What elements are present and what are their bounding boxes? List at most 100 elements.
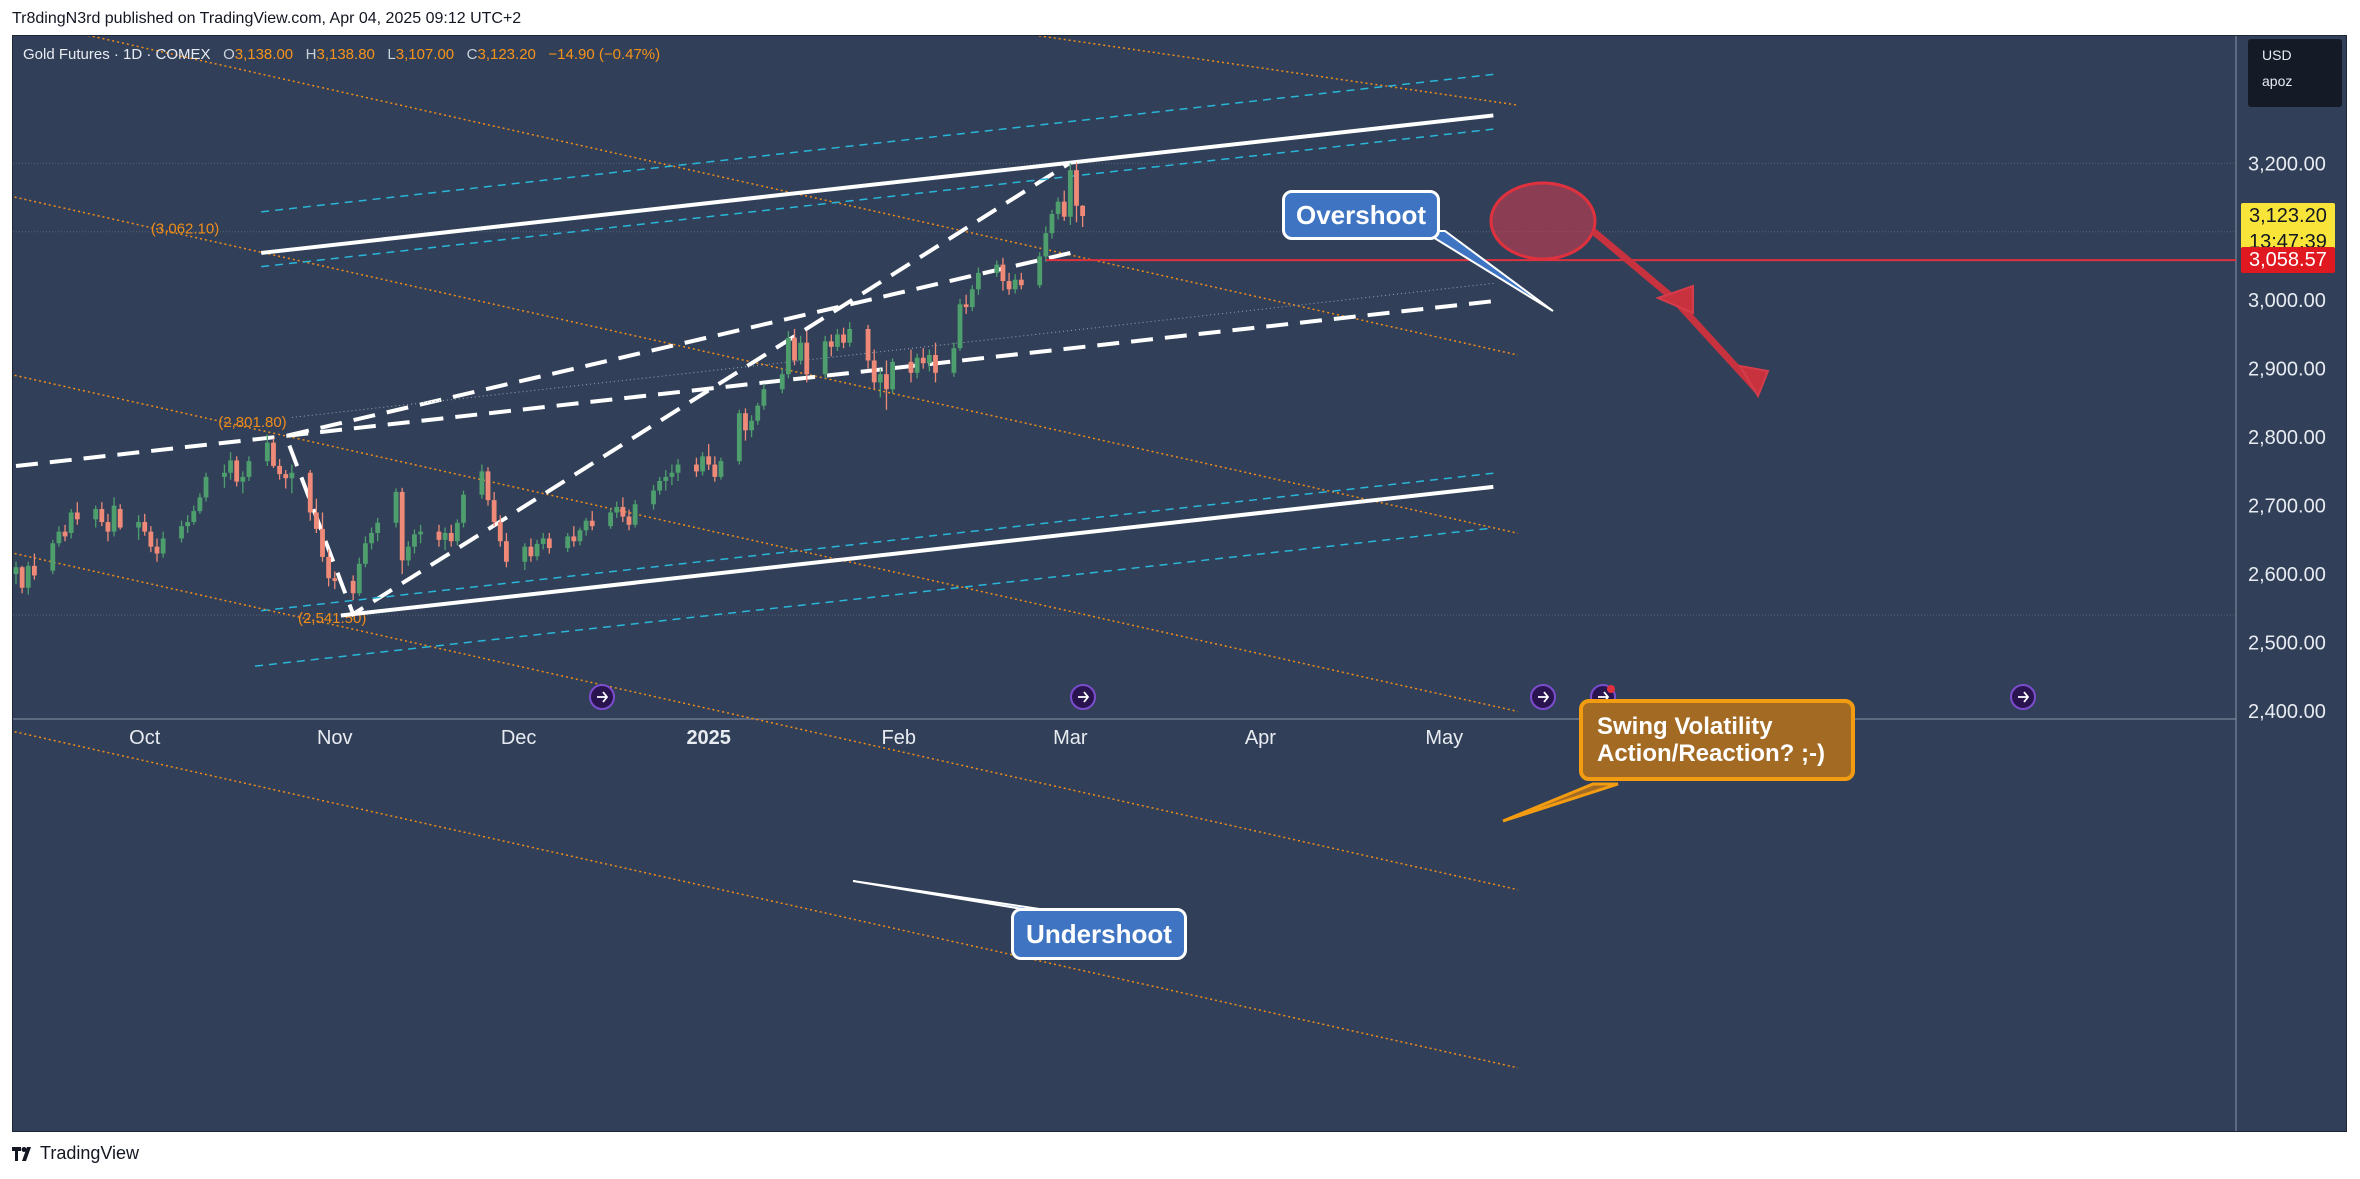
candle-body[interactable] <box>614 506 620 513</box>
price-chart[interactable]: (3,322.40)(3,062.10)(2,801.80)(2,541.50)… <box>13 36 2346 1131</box>
chart-panel[interactable]: (3,322.40)(3,062.10)(2,801.80)(2,541.50)… <box>12 35 2347 1132</box>
candle-body[interactable] <box>1018 279 1024 286</box>
candle-body[interactable] <box>148 531 154 547</box>
candle-body[interactable] <box>694 464 699 472</box>
candle-body[interactable] <box>1000 264 1006 282</box>
candle-body[interactable] <box>454 522 460 542</box>
candle-body[interactable] <box>1067 170 1073 217</box>
candle-body[interactable] <box>534 543 540 557</box>
candle-body[interactable] <box>779 374 785 390</box>
candle-body[interactable] <box>19 567 25 588</box>
candle-body[interactable] <box>25 565 31 588</box>
candle-body[interactable] <box>957 304 963 349</box>
candle-body[interactable] <box>111 505 117 532</box>
candle-body[interactable] <box>497 522 503 542</box>
candle-body[interactable] <box>56 531 62 544</box>
candle-body[interactable] <box>13 567 19 575</box>
candle-body[interactable] <box>320 528 325 557</box>
candle-body[interactable] <box>589 520 595 527</box>
candle-body[interactable] <box>197 497 203 512</box>
candle-body[interactable] <box>399 491 405 561</box>
candle-body[interactable] <box>620 506 626 517</box>
candle-body[interactable] <box>994 264 1000 273</box>
candle-body[interactable] <box>969 289 975 308</box>
candle-body[interactable] <box>326 556 332 579</box>
candle-body[interactable] <box>657 480 663 491</box>
candle-body[interactable] <box>663 476 669 481</box>
candle-body[interactable] <box>332 578 338 581</box>
candle-body[interactable] <box>718 461 724 477</box>
candle-body[interactable] <box>264 442 270 462</box>
candle-body[interactable] <box>136 522 141 528</box>
candle-body[interactable] <box>369 533 374 544</box>
candle-body[interactable] <box>222 472 227 477</box>
candle-body[interactable] <box>99 509 105 523</box>
candle-body[interactable] <box>565 536 571 549</box>
candle-body[interactable] <box>871 360 877 383</box>
candle-body[interactable] <box>785 337 791 375</box>
candle-body[interactable] <box>246 461 252 477</box>
candle-body[interactable] <box>798 342 804 361</box>
candle-body[interactable] <box>185 522 191 527</box>
candle-body[interactable] <box>571 536 577 542</box>
candle-body[interactable] <box>700 456 705 472</box>
candle-body[interactable] <box>418 531 423 535</box>
candle-body[interactable] <box>528 546 534 557</box>
candle-body[interactable] <box>865 328 871 361</box>
candle-body[interactable] <box>914 357 920 373</box>
candle-body[interactable] <box>154 546 160 554</box>
candle-body[interactable] <box>706 456 712 465</box>
candle-body[interactable] <box>540 538 546 544</box>
candle-body[interactable] <box>908 361 914 373</box>
candle-body[interactable] <box>712 464 718 477</box>
candle-body[interactable] <box>522 546 528 562</box>
candle-body[interactable] <box>271 442 276 466</box>
candle-body[interactable] <box>926 355 932 364</box>
candle-body[interactable] <box>1055 201 1061 214</box>
candle-body[interactable] <box>749 420 754 431</box>
candle-body[interactable] <box>160 538 166 554</box>
candle-body[interactable] <box>583 520 589 531</box>
candle-body[interactable] <box>234 460 240 482</box>
candle-body[interactable] <box>191 511 197 523</box>
candle-body[interactable] <box>828 341 834 347</box>
candle-body[interactable] <box>669 472 675 477</box>
candle-body[interactable] <box>626 516 632 525</box>
candle-body[interactable] <box>1074 170 1079 206</box>
candle-body[interactable] <box>877 374 883 383</box>
candle-body[interactable] <box>117 509 123 528</box>
candle-body[interactable] <box>546 538 552 549</box>
candle-body[interactable] <box>491 500 497 523</box>
candle-body[interactable] <box>356 563 362 594</box>
candle-body[interactable] <box>822 341 828 375</box>
candle-body[interactable] <box>203 476 209 498</box>
candle-body[interactable] <box>363 543 368 564</box>
candle-body[interactable] <box>448 533 454 542</box>
candle-body[interactable] <box>1037 256 1043 286</box>
candle-body[interactable] <box>289 472 295 479</box>
candle-body[interactable] <box>1006 281 1012 290</box>
candle-body[interactable] <box>920 357 926 364</box>
candle-body[interactable] <box>93 509 99 520</box>
candle-body[interactable] <box>884 374 889 390</box>
candle-body[interactable] <box>442 533 448 540</box>
candle-body[interactable] <box>577 530 583 542</box>
candle-body[interactable] <box>736 413 742 462</box>
candle-body[interactable] <box>976 272 981 290</box>
candle-body[interactable] <box>933 355 938 373</box>
candle-body[interactable] <box>350 580 356 594</box>
candle-body[interactable] <box>804 342 810 375</box>
candle-body[interactable] <box>436 531 442 540</box>
candle-body[interactable] <box>62 531 68 537</box>
candle-body[interactable] <box>1043 233 1049 257</box>
candle-body[interactable] <box>841 334 846 343</box>
candle-body[interactable] <box>1012 279 1018 290</box>
currency-selector[interactable]: USD apoz <box>2248 39 2342 107</box>
candle-body[interactable] <box>50 543 56 571</box>
candle-body[interactable] <box>240 476 246 482</box>
candle-body[interactable] <box>405 546 411 561</box>
candle-body[interactable] <box>1061 201 1067 217</box>
candle-body[interactable] <box>142 522 148 532</box>
candle-body[interactable] <box>504 541 509 562</box>
candle-body[interactable] <box>847 328 853 343</box>
